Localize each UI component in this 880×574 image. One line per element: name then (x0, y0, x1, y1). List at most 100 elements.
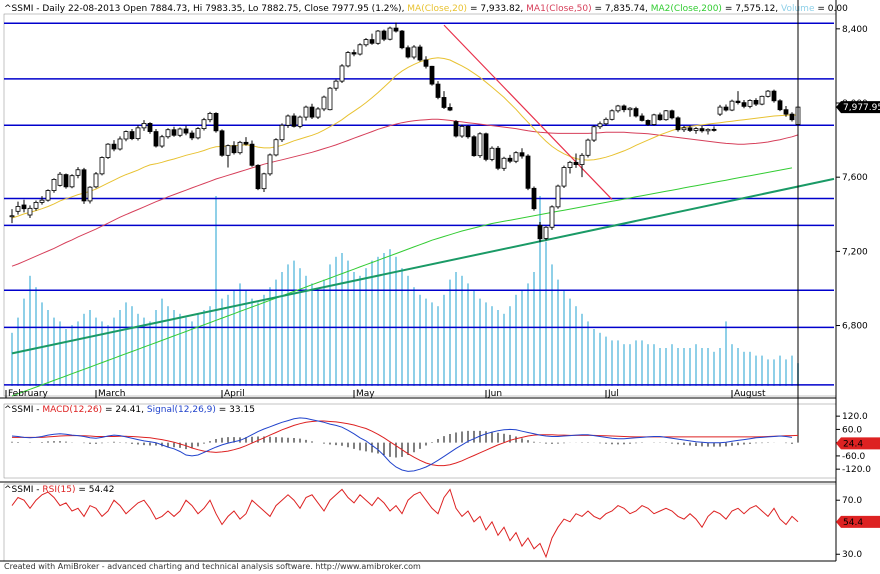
candle-body (39, 199, 45, 203)
volume-bar (317, 291, 319, 386)
volume-bar (269, 287, 271, 386)
macd-header-signal: Signal(12,26,9) (147, 405, 216, 415)
candle-body (765, 90, 771, 97)
volume-bar (137, 313, 139, 386)
volume-bar (521, 291, 523, 386)
candle-body (477, 133, 483, 157)
volume-bar (527, 283, 529, 386)
macd-histogram (11, 0, 799, 458)
rsi-y-axis: 70.0 30.0 (836, 496, 862, 560)
candle-body (147, 123, 153, 132)
volume-bar (11, 332, 13, 386)
candle-body (561, 167, 567, 187)
candle-body (249, 143, 255, 166)
macd-tick-label: -60.0 (842, 452, 866, 462)
candle-body (669, 110, 675, 119)
candle-body (399, 30, 405, 49)
candle-body (171, 129, 177, 136)
volume-bar (77, 321, 79, 386)
volume-bar (263, 294, 265, 386)
candle-body (777, 100, 783, 111)
candle-body (735, 100, 741, 104)
uptrend-line (11, 177, 835, 355)
candle-body (267, 154, 273, 175)
volume-bar (419, 294, 421, 386)
volume-bar (455, 272, 457, 386)
macd-tick-label: 60.0 (842, 425, 862, 435)
volume-bar (725, 321, 727, 386)
volume-bar (329, 264, 331, 386)
volume-bar (125, 302, 127, 386)
month-label: March (98, 389, 125, 399)
volume-bar (101, 321, 103, 386)
month-axis: February March April May Jun Jul August (5, 389, 766, 399)
volume-bar (431, 302, 433, 386)
volume-bar (293, 260, 295, 386)
month-label: Jun (487, 389, 502, 399)
candle-body (105, 143, 111, 158)
volume-bar (395, 256, 397, 386)
volume-bar (359, 275, 361, 386)
volume-bar (95, 317, 97, 386)
volume-bar (773, 359, 775, 386)
header-ma50-label: MA1(Close,50) (526, 4, 592, 14)
candle-body (489, 147, 495, 160)
volume-bar (503, 313, 505, 386)
candle-body (675, 117, 681, 131)
candle-body (69, 175, 75, 188)
volume-bar (749, 351, 751, 386)
candle-body (219, 130, 225, 156)
volume-bar (53, 317, 55, 386)
candle-body (99, 157, 105, 175)
candle-body (417, 46, 423, 61)
candle-body (153, 131, 159, 147)
candle-body (27, 207, 33, 216)
candle-body (333, 80, 339, 89)
volume-bar (695, 344, 697, 386)
volume-bar (383, 253, 385, 386)
candle-body (81, 169, 87, 202)
candle-body (339, 65, 345, 82)
volume-bar (617, 340, 619, 386)
candle-body (453, 121, 459, 137)
volume-bar (143, 317, 145, 386)
volume-bar (443, 294, 445, 386)
rsi-panel (3, 483, 837, 562)
rsi-tick-label: 70.0 (842, 496, 862, 506)
candle-body (759, 95, 765, 105)
volume-bar (479, 298, 481, 386)
price-tick-label: 7,600 (842, 173, 868, 183)
volume-bar (149, 321, 151, 386)
volume-bar (203, 310, 205, 386)
ma50-line (11, 118, 799, 267)
volume-bar (185, 317, 187, 386)
candle-body (93, 173, 99, 188)
candle-body (603, 118, 609, 125)
volume-bar (563, 291, 565, 386)
volume-bar (737, 348, 739, 386)
candle-body (723, 106, 729, 111)
candle-body (51, 179, 57, 191)
volume-bar (719, 348, 721, 386)
macd-header-macd-value: = 24.41, (102, 405, 147, 415)
volume-bar (653, 344, 655, 386)
volume-bar (599, 332, 601, 386)
ma200-line (11, 167, 793, 397)
header-prefix: ^SSMI - Daily 22-08-2013 Open 7884.73, H… (4, 4, 407, 14)
candle-body (459, 125, 465, 137)
candle-body (543, 226, 549, 239)
macd-header-macd: MACD(12,26) (42, 405, 102, 415)
header-ma50-value: = 7,835.74, (592, 4, 651, 14)
volume-bar (605, 336, 607, 386)
last-price-marker (836, 101, 880, 114)
volume-bar (167, 306, 169, 386)
rsi-tick-label: 30.0 (842, 550, 862, 560)
candle-body (435, 83, 441, 98)
candle-body (411, 46, 417, 58)
candle-body (183, 128, 189, 134)
volume-bar (611, 340, 613, 386)
volume-bar (707, 348, 709, 386)
candle-body (363, 39, 369, 46)
volume-bar (311, 283, 313, 386)
